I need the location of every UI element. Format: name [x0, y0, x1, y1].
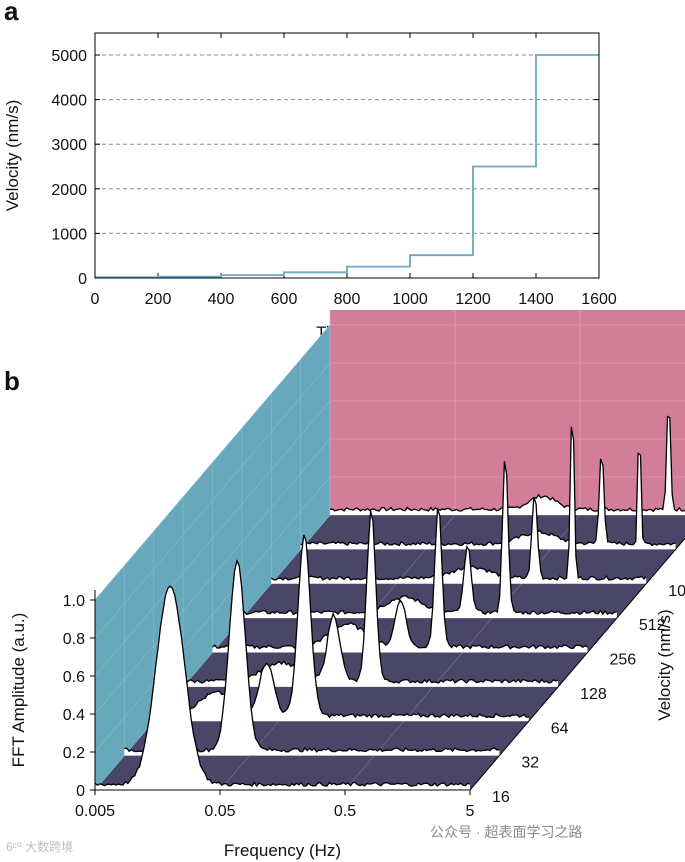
x-tick-label: 800	[334, 291, 361, 308]
y-tick-label: 2000	[51, 182, 87, 199]
amp-tick-label: 0.6	[63, 669, 85, 686]
spectrum-line-1024	[270, 426, 647, 581]
z-axis-line-b	[469, 537, 685, 791]
x-tick-label: 400	[208, 291, 235, 308]
amp-axis-label: FFT Amplitude (a.u.)	[9, 613, 28, 768]
amp-tick-label: 0.8	[63, 631, 85, 648]
panel-b-label: b	[4, 366, 20, 396]
velocity-tick-label: 64	[551, 720, 569, 737]
amp-tick-label: 0.4	[63, 707, 85, 724]
x-tick-label: 1400	[518, 291, 554, 308]
x-tick-label: 1600	[581, 291, 617, 308]
spectrum-fill-256	[212, 508, 588, 653]
spectrum-fill-128	[183, 511, 559, 687]
spectrum-fill-1024	[271, 426, 647, 584]
x-tick-label: 1000	[392, 291, 428, 308]
spectrum-line-256	[212, 508, 588, 650]
plot-frame-a	[94, 32, 600, 279]
y-tick-label: 4000	[51, 93, 87, 110]
velocity-tick-label: 512	[639, 617, 666, 634]
chart-a-step-velocity: 0 1000 2000 3000 4000 5000 0 200 400 600 800 1000 12…	[3, 32, 617, 342]
y-tick-label: 3000	[51, 137, 87, 154]
x-tick-label: 200	[145, 291, 172, 308]
back-wall	[330, 310, 685, 515]
panel-a-label: a	[4, 0, 19, 26]
side-wall-h-grid	[94, 362, 331, 639]
velocity-axis-label: Velocity (nm/s)	[655, 609, 674, 720]
velocity-tick-label: 1024	[668, 583, 685, 600]
spectrum-line-16	[94, 585, 471, 788]
amp-tick-label: 0	[76, 783, 85, 800]
velocity-tick-label: 16	[492, 789, 510, 806]
velocity-tick-label: 128	[580, 686, 607, 703]
freq-tick-label: 5	[466, 803, 475, 820]
side-wall-h-grid	[94, 324, 331, 601]
x-tick-label: 1200	[455, 291, 491, 308]
y-tick-label: 5000	[51, 48, 87, 65]
velocity-tick-label: 256	[610, 652, 637, 669]
spectrum-line-64	[153, 534, 529, 719]
velocity-step-line	[95, 54, 599, 279]
y-axis-label-a: Velocity (nm/s)	[3, 100, 22, 211]
freq-tick-label: 0.005	[75, 803, 115, 820]
y-tick-label: 0	[78, 271, 87, 288]
x-tick-label: 0	[91, 291, 100, 308]
watermark-left: 6ᶜ⁰ 大数跨境	[6, 840, 74, 854]
side-wall-h-grid	[94, 438, 331, 715]
spectrum-line-2048	[300, 452, 676, 547]
velocity-tick-label: 32	[521, 755, 539, 772]
watermark-right: 公众号 · 超表面学习之路	[430, 824, 583, 840]
amp-tick-label: 0.2	[63, 745, 85, 762]
spectrum-fill-16	[95, 586, 470, 790]
freq-tick-label: 0.5	[334, 803, 356, 820]
freq-tick-label: 0.05	[204, 803, 235, 820]
side-wall-h-grid	[94, 476, 331, 753]
x-tick-label: 600	[271, 291, 298, 308]
chart-b-fft-waterfall: 40962048102451225612864321600.20.40.60.8…	[9, 310, 685, 860]
y-tick-label: 1000	[51, 226, 87, 243]
amp-tick-label: 1.0	[63, 593, 85, 610]
side-wall-h-grid	[94, 400, 331, 677]
freq-axis-label: Frequency (Hz)	[224, 841, 341, 860]
